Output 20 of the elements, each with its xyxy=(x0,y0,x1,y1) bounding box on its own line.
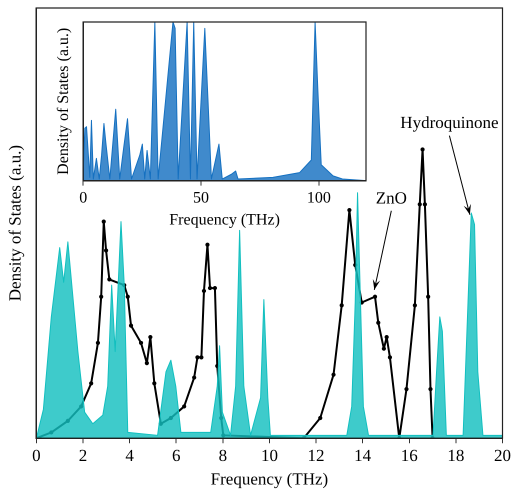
x-tick-label: 12 xyxy=(308,446,325,465)
annotation: Hydroquinone xyxy=(400,113,499,132)
x-tick-label: 4 xyxy=(125,446,134,465)
x-tick-label: 14 xyxy=(354,446,372,465)
x-tick-label: 0 xyxy=(79,189,88,206)
x-tick-label: 10 xyxy=(260,446,278,465)
x-tick-label: 16 xyxy=(400,446,418,465)
x-tick-label: 20 xyxy=(494,446,511,465)
x-axis-title: Frequency (THz) xyxy=(210,469,328,488)
x-tick-label: 18 xyxy=(447,446,464,465)
x-tick-label: 2 xyxy=(78,446,88,465)
y-axis-title: Density of States (a.u.) xyxy=(6,144,25,302)
x-tick-label: 50 xyxy=(193,189,210,206)
x-tick-label: 6 xyxy=(172,446,180,465)
x-tick-label: 100 xyxy=(306,189,331,206)
x-tick-label: 8 xyxy=(218,446,228,465)
y-axis-title: Density of States (a.u.) xyxy=(54,28,72,175)
annotation: ZnO xyxy=(376,188,407,208)
x-tick-label: 0 xyxy=(32,446,41,465)
x-axis-title: Frequency (THz) xyxy=(169,212,280,229)
